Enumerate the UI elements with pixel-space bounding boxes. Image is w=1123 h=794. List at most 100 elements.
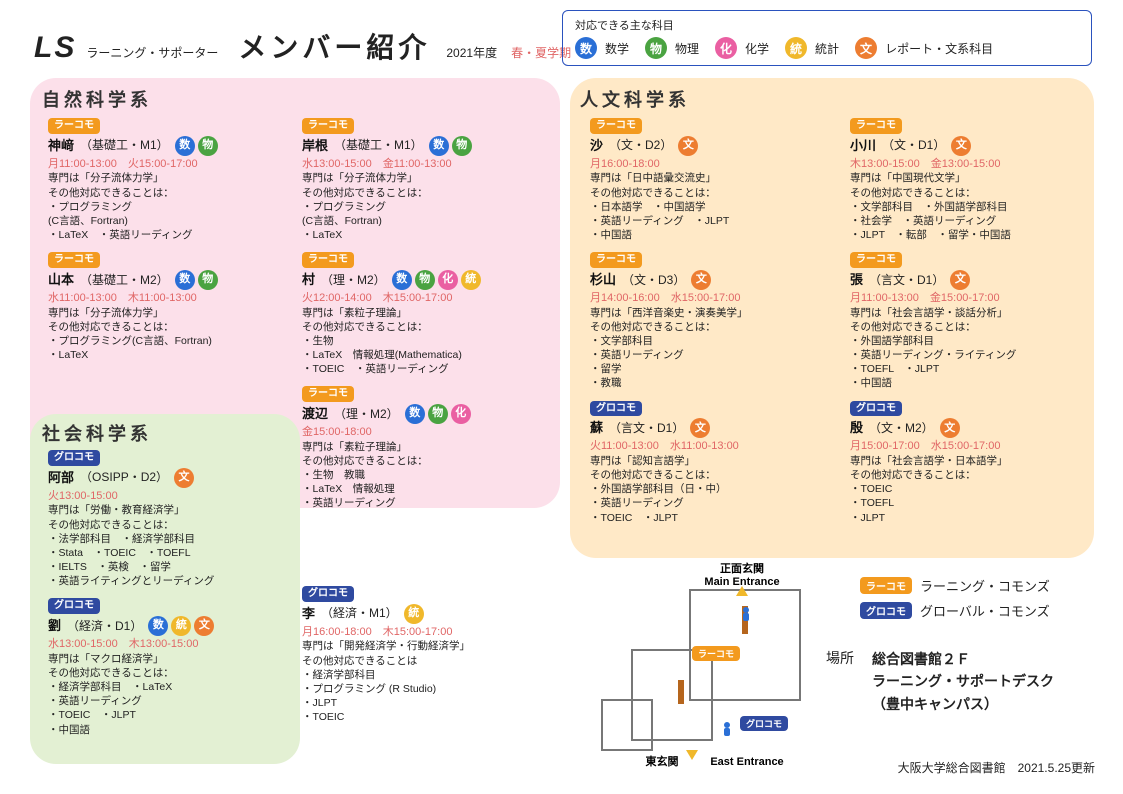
member-card: ラーコモ渡辺（理・M2）数物化金15:00-18:00専門は「素粒子理論」その他… xyxy=(302,386,542,510)
member-specialty: 専門は「社会言語学・日本語学」 xyxy=(850,454,1090,468)
member-loc-tag: グロコモ xyxy=(48,598,100,614)
subject-chip-文: 文 xyxy=(174,468,194,488)
member-name: 李 xyxy=(302,605,315,623)
legend-item: 文レポート・文系科目 xyxy=(855,37,993,59)
member-specialty: 専門は「認知言語学」 xyxy=(590,454,830,468)
legend-box: 対応できる主な科目 数数学物物理化化学統統計文レポート・文系科目 xyxy=(562,10,1092,66)
title-sub: ラーニング・サポーター xyxy=(86,44,218,61)
member-subjects: 文 xyxy=(174,468,194,488)
subject-label: レポート・文系科目 xyxy=(885,40,993,57)
human-col-right: ラーコモ小川（文・D1）文木13:00-15:00 金13:00-15:00専門… xyxy=(850,118,1090,535)
legend-row: 数数学物物理化化学統統計文レポート・文系科目 xyxy=(575,37,1079,59)
member-schedule: 水13:00-15:00 木13:00-15:00 xyxy=(48,637,288,652)
member-other: その他対応できることは：・文学部科目・英語リーディング・留学・教職 xyxy=(590,320,830,391)
member-subjects: 統 xyxy=(404,604,424,624)
member-specialty: 専門は「社会言語学・談話分析」 xyxy=(850,306,1090,320)
title-ls: LS xyxy=(34,31,76,65)
member-name-row: 小川 （文・D1） 文 xyxy=(850,136,1090,156)
member-schedule: 水11:00-13:00 木11:00-13:00 xyxy=(48,291,288,306)
legend-item: 統統計 xyxy=(785,37,839,59)
location-legend: ラーコモ ラーニング・コモンズ グロコモ グローバル・コモンズ xyxy=(860,576,1050,626)
member-schedule: 月11:00-13:00 金15:00-17:00 xyxy=(850,291,1090,306)
natural-col-left: ラーコモ神﨑（基礎工・M1）数物月11:00-13:00 火15:00-17:0… xyxy=(48,118,288,372)
member-card: ラーコモ沙（文・D2）文月16:00-18:00専門は「日中語彙交流史」その他対… xyxy=(590,118,830,242)
subject-chip-文: 文 xyxy=(950,270,970,290)
member-name: 殷 xyxy=(850,419,863,437)
member-subjects: 数統文 xyxy=(148,616,214,636)
footer: 大阪大学総合図書館 2021.5.25更新 xyxy=(898,759,1095,776)
subject-chip-数: 数 xyxy=(429,136,449,156)
social-col-left: グロコモ阿部（OSIPP・D2）文火13:00-15:00専門は「労働・教育経済… xyxy=(48,450,288,747)
member-card: グロコモ殷（文・M2）文月15:00-17:00 水15:00-17:00専門は… xyxy=(850,401,1090,525)
member-subjects: 数物化統 xyxy=(392,270,481,290)
member-name-row: 杉山（文・D3）文 xyxy=(590,270,830,290)
member-schedule: 月16:00-18:00 木15:00-17:00 xyxy=(302,625,542,640)
legend-item: 数数学 xyxy=(575,37,629,59)
member-other: その他対応できることは：・外国語学部科目（日・中）・英語リーディング・TOEIC… xyxy=(590,468,830,525)
member-card: ラーコモ張（言文・D1）文月11:00-13:00 金15:00-17:00専門… xyxy=(850,252,1090,390)
member-other: その他対応できることは：・プログラミング (C言語、Fortran)・LaTeX xyxy=(302,186,542,243)
member-subjects: 文 xyxy=(951,136,971,156)
member-other: その他対応できることは：・日本語学 ・中国語学・英語リーディング ・JLPT・中… xyxy=(590,186,830,243)
member-card: グロコモ蘇（言文・D1）文火11:00-13:00 水11:00-13:00専門… xyxy=(590,401,830,525)
member-loc-tag: ラーコモ xyxy=(302,252,354,268)
member-loc-tag: グロコモ xyxy=(850,401,902,417)
map-main-entrance-jp: 正面玄関 xyxy=(720,561,764,575)
member-affiliation: （経済・D1） xyxy=(67,618,142,634)
member-loc-tag: ラーコモ xyxy=(850,252,902,268)
subject-chip-文: 文 xyxy=(690,418,710,438)
legend-item: 物物理 xyxy=(645,37,699,59)
member-specialty: 専門は「西洋音楽史・演奏美学」 xyxy=(590,306,830,320)
subject-chip-物: 物 xyxy=(198,270,218,290)
member-affiliation: （文・D1） xyxy=(882,137,945,153)
member-name: 張 xyxy=(850,271,863,289)
member-specialty: 専門は「開発経済学・行動経済学」 xyxy=(302,639,542,653)
member-affiliation: （文・D2） xyxy=(609,137,672,153)
member-subjects: 数物 xyxy=(429,136,472,156)
member-name-row: 李 （経済・M1） 統 xyxy=(302,604,542,624)
member-other: その他対応できることは：・外国語学部科目・英語リーディング・ライティング・TOE… xyxy=(850,320,1090,391)
member-card: ラーコモ村（理・M2）数物化統火12:00-14:00 木15:00-17:00… xyxy=(302,252,542,376)
member-name: 阿部 xyxy=(48,469,74,487)
human-col-left: ラーコモ沙（文・D2）文月16:00-18:00専門は「日中語彙交流史」その他対… xyxy=(590,118,830,535)
member-affiliation: （経済・M1） xyxy=(321,605,398,621)
member-loc-tag: ラーコモ xyxy=(850,118,902,134)
member-affiliation: （文・D3） xyxy=(622,272,685,288)
title-main: メンバー紹介 xyxy=(238,26,430,66)
member-specialty: 専門は「マクロ経済学」 xyxy=(48,652,288,666)
subject-label: 物理 xyxy=(675,40,699,57)
member-name-row: 神﨑（基礎工・M1）数物 xyxy=(48,136,288,156)
place-label: 場所 xyxy=(826,648,854,715)
member-other: その他対応できることは：・生物・LaTeX 情報処理(Mathematica)・… xyxy=(302,320,542,377)
subject-chip-文: 文 xyxy=(194,616,214,636)
subject-chip-物: 物 xyxy=(645,37,667,59)
member-subjects: 数物 xyxy=(175,270,218,290)
member-other: その他対応できることは：・経済学部科目 ・LaTeX・英語リーディング・TOEI… xyxy=(48,666,288,737)
subject-chip-数: 数 xyxy=(405,404,425,424)
member-name-row: 山本（基礎工・M2）数物 xyxy=(48,270,288,290)
subject-chip-物: 物 xyxy=(452,136,472,156)
member-other: その他対応できることは：・TOEIC・TOEFL・JLPT xyxy=(850,468,1090,525)
member-card: グロコモ阿部（OSIPP・D2）文火13:00-15:00専門は「労働・教育経済… xyxy=(48,450,288,588)
subject-chip-物: 物 xyxy=(428,404,448,424)
member-loc-tag: ラーコモ xyxy=(48,118,100,134)
member-name: 劉 xyxy=(48,617,61,635)
member-specialty: 専門は「中国現代文学」 xyxy=(850,171,1090,185)
subject-chip-統: 統 xyxy=(404,604,424,624)
member-subjects: 文 xyxy=(950,270,970,290)
member-affiliation: （理・M2） xyxy=(334,406,399,422)
member-schedule: 月15:00-17:00 水15:00-17:00 xyxy=(850,439,1090,454)
member-specialty: 専門は「素粒子理論」 xyxy=(302,440,542,454)
member-name-row: 岸根（基礎工・M1）数物 xyxy=(302,136,542,156)
subject-chip-統: 統 xyxy=(171,616,191,636)
member-name: 小川 xyxy=(850,137,876,155)
member-schedule: 月14:00-16:00 水15:00-17:00 xyxy=(590,291,830,306)
member-affiliation: （言文・D1） xyxy=(609,420,684,436)
member-other: その他対応できることは：・プログラミング(C言語、Fortran)・LaTeX xyxy=(48,320,288,363)
member-name-row: 阿部（OSIPP・D2）文 xyxy=(48,468,288,488)
legend-heading: 対応できる主な科目 xyxy=(575,17,1079,33)
subject-chip-数: 数 xyxy=(175,136,195,156)
subject-chip-数: 数 xyxy=(175,270,195,290)
subject-label: 統計 xyxy=(815,40,839,57)
member-subjects: 文 xyxy=(678,136,698,156)
